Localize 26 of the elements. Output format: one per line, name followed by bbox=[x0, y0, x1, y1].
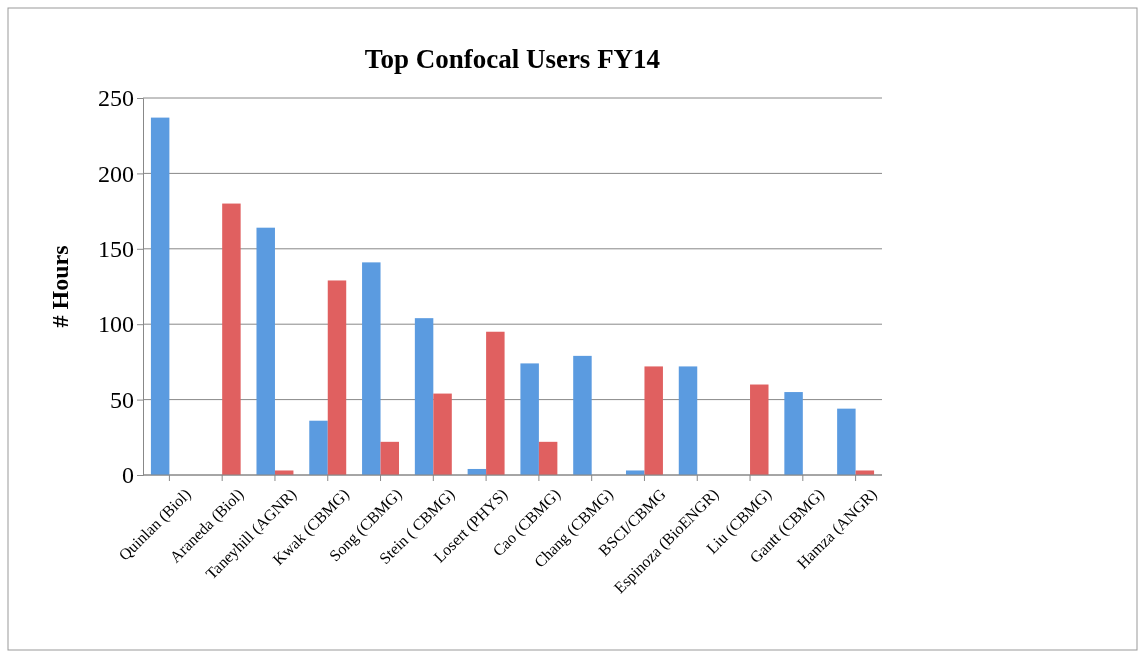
bar bbox=[380, 441, 400, 475]
bar bbox=[837, 408, 856, 475]
bar bbox=[414, 318, 434, 475]
y-tick-label: 0 bbox=[122, 462, 134, 489]
bar bbox=[520, 363, 539, 475]
y-tick-label: 250 bbox=[98, 85, 134, 112]
bar bbox=[150, 117, 170, 475]
bar bbox=[784, 392, 803, 475]
y-axis-title: # Hours bbox=[47, 245, 73, 328]
y-tick-label: 150 bbox=[98, 235, 134, 262]
bar bbox=[486, 331, 505, 475]
bar bbox=[573, 355, 592, 475]
bar bbox=[362, 262, 381, 475]
chart-title: Top Confocal Users FY14 bbox=[364, 44, 661, 74]
y-tick-label: 200 bbox=[98, 160, 134, 187]
y-tick-label: 50 bbox=[110, 386, 134, 413]
bar bbox=[256, 227, 275, 475]
bar bbox=[433, 393, 452, 475]
bar bbox=[750, 384, 769, 475]
bar bbox=[309, 420, 328, 475]
bar bbox=[222, 203, 241, 475]
bar bbox=[327, 280, 347, 475]
bar bbox=[644, 366, 663, 475]
bar bbox=[538, 441, 558, 475]
y-tick-label: 100 bbox=[98, 311, 134, 338]
bar bbox=[678, 366, 698, 475]
